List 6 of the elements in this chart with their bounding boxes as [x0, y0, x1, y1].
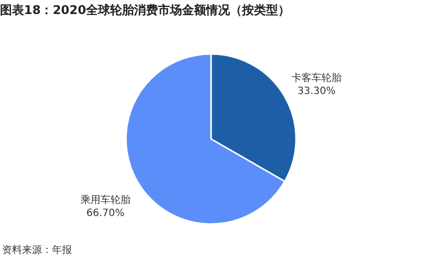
slice-label: 卡客车轮胎 [292, 72, 342, 84]
data-label: 33.30% [298, 86, 336, 97]
text: 资料来源：年报 [2, 244, 72, 256]
slice-label: 乘用车轮胎 [80, 194, 130, 206]
chart-title: 图表18：2020全球轮胎消费市场金额情况（按类型） [0, 3, 290, 17]
data-label: 66.70% [86, 208, 124, 220]
